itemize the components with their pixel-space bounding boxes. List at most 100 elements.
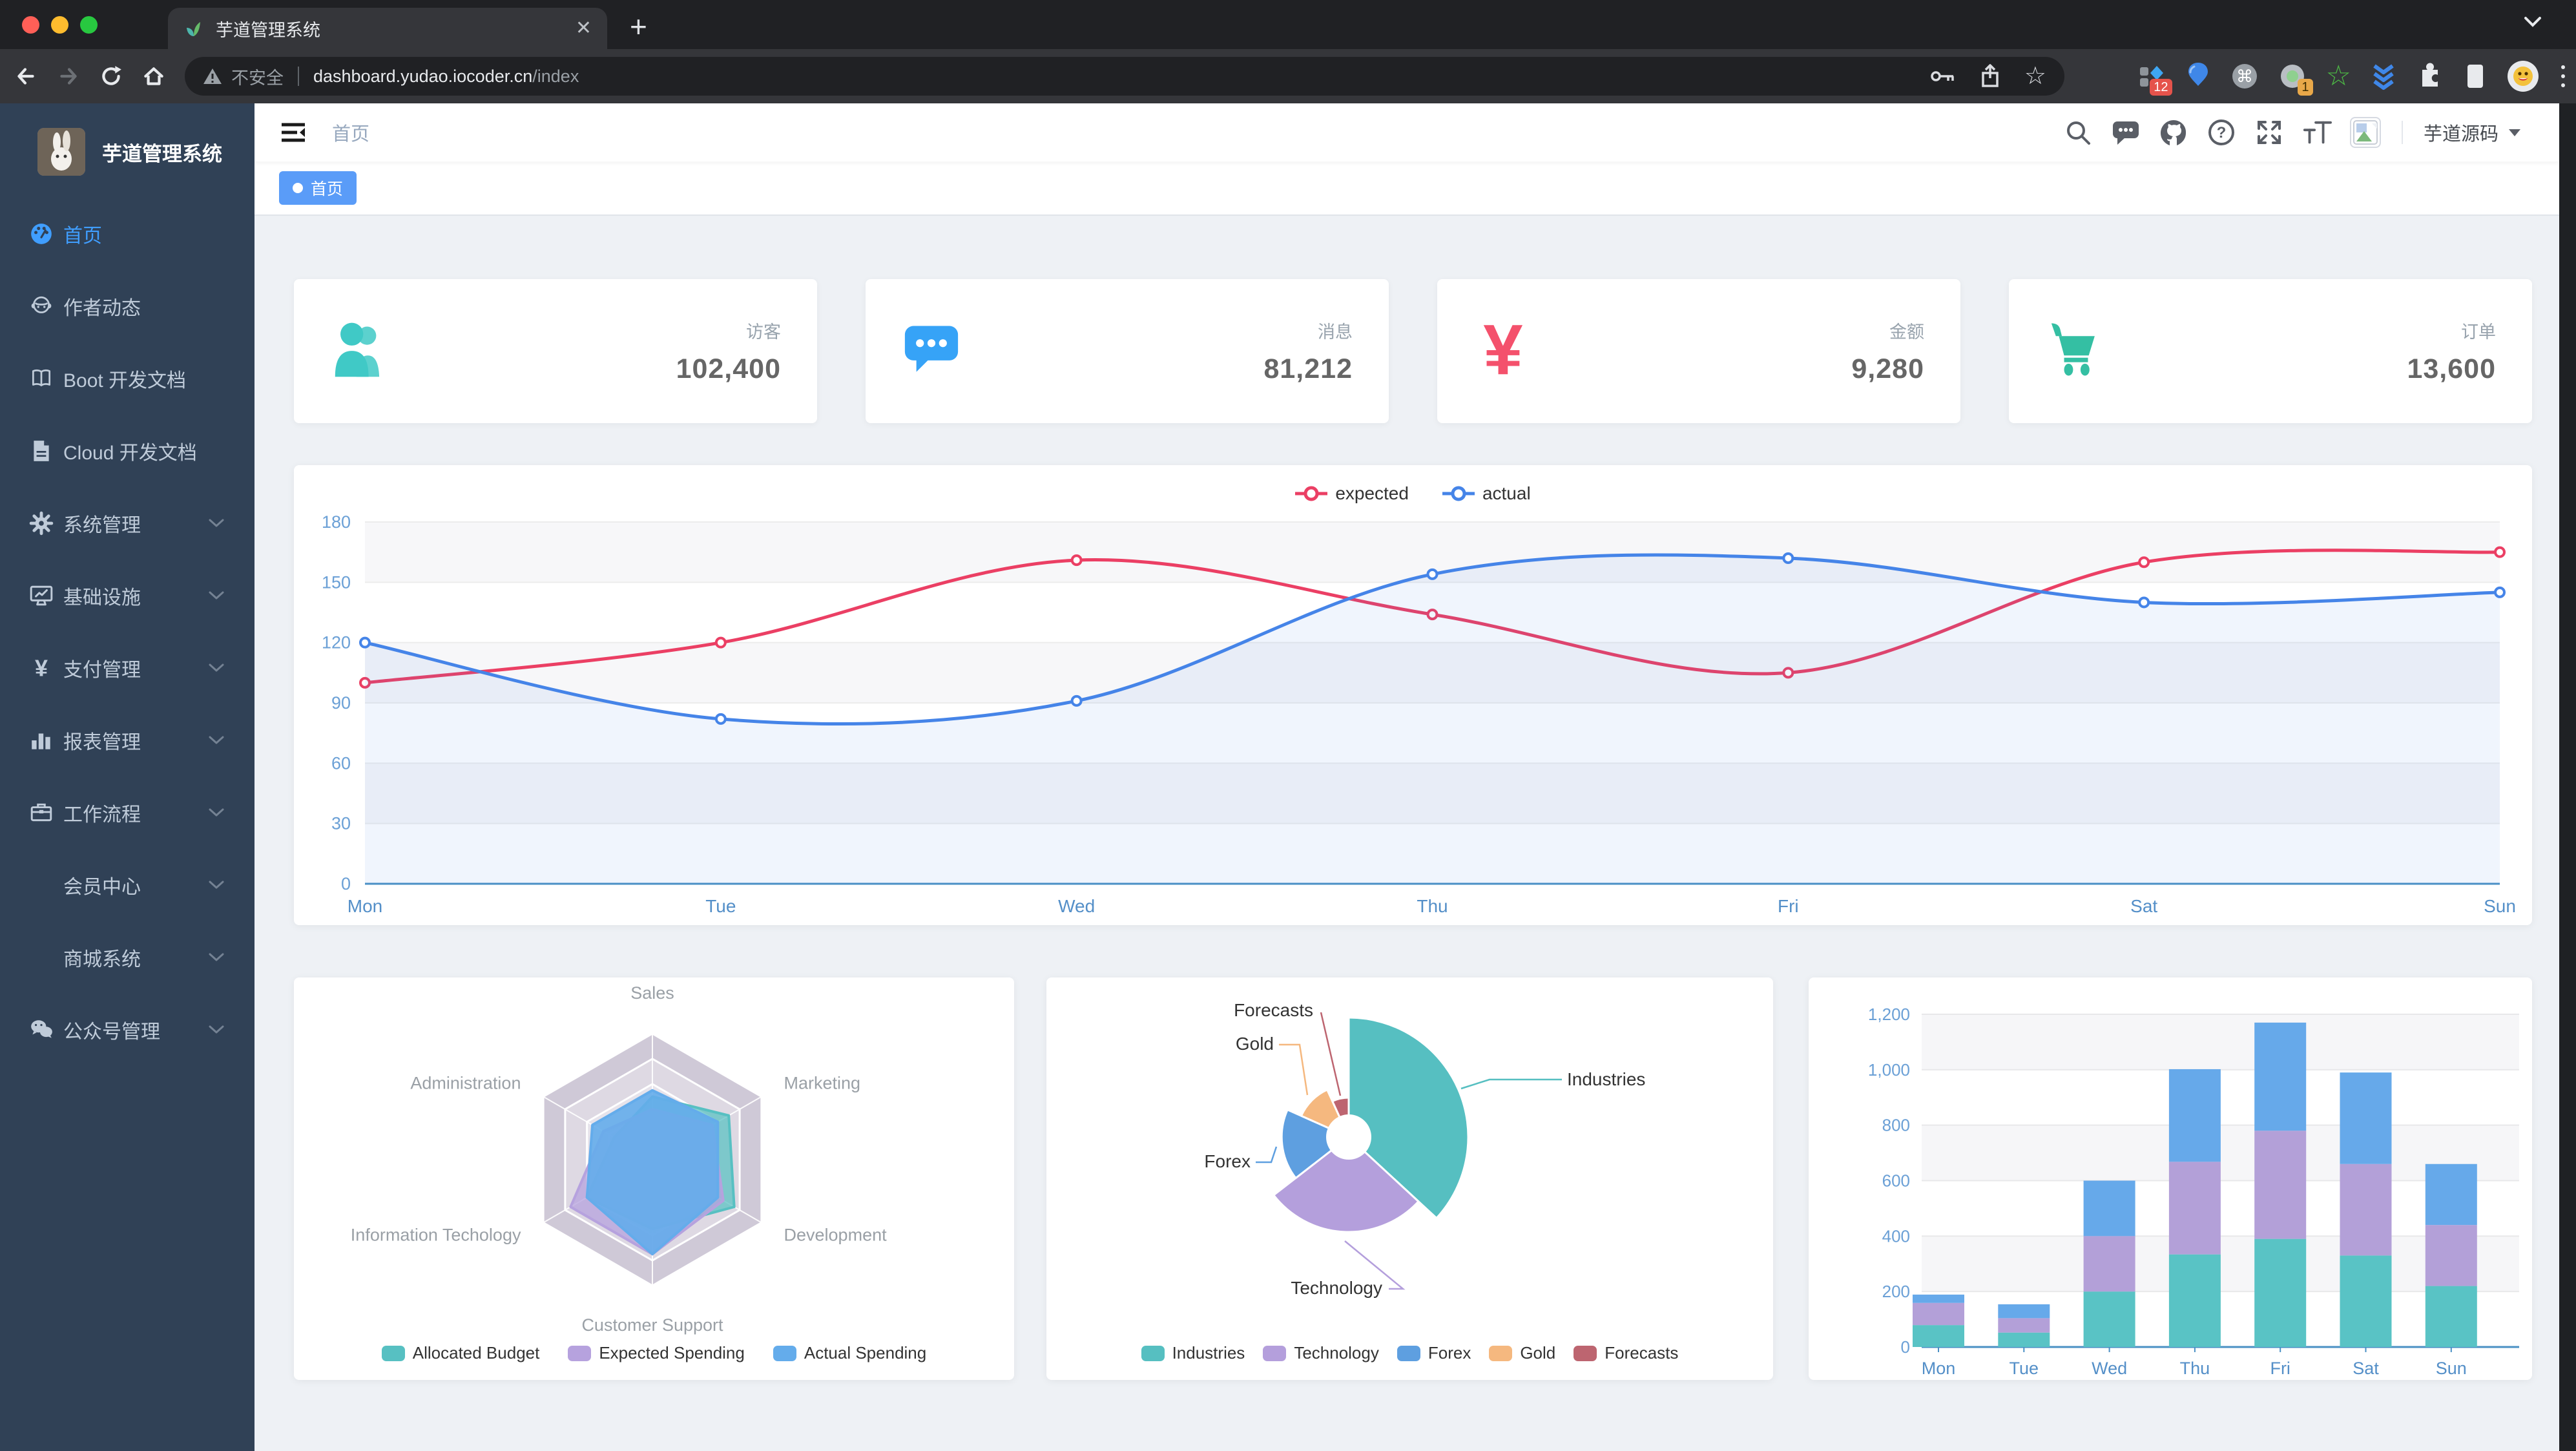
sidebar-item-label: 支付管理	[63, 660, 141, 681]
breadcrumb[interactable]: 首页	[332, 124, 370, 145]
sidebar-item-报表管理[interactable]: 报表管理	[0, 704, 254, 777]
fullscreen-icon[interactable]	[2254, 118, 2284, 147]
record-circle-icon[interactable]: 1	[2278, 62, 2313, 96]
double-chevron-icon[interactable]	[2371, 62, 2396, 90]
chevron-down-icon	[208, 590, 225, 601]
tab-search-chevron-icon[interactable]	[2522, 14, 2544, 30]
font-size-icon[interactable]	[2302, 118, 2332, 147]
radar-chart-legend: Allocated Budget Expected Spending Actual …	[294, 1343, 1014, 1363]
svg-text:Mon: Mon	[1922, 1359, 1956, 1378]
tab-close-icon[interactable]: ✕	[575, 17, 592, 39]
card-value: 9,280	[1851, 353, 1924, 384]
url-host[interactable]: dashboard.yudao.iocoder.cn	[313, 66, 533, 86]
radar-chart[interactable]: Sales Marketing Development Customer Suppor…	[294, 977, 1014, 1339]
svg-text:0: 0	[1901, 1337, 1910, 1357]
sidebar-item-Cloud 开发文档[interactable]: Cloud 开发文档	[0, 415, 254, 487]
reading-list-icon[interactable]	[2464, 62, 2487, 90]
question-icon[interactable]: ?	[2207, 118, 2236, 147]
reload-button[interactable]	[94, 59, 128, 93]
line-chart[interactable]: 0 30 60 90 120 150 180 Mon Tue Wed Thu Fri Sat Sun	[294, 465, 2532, 925]
tab-title: 芋道管理系统	[216, 20, 320, 40]
message-icon	[899, 316, 970, 387]
warning-triangle-icon[interactable]	[203, 67, 222, 85]
legend-item-Forecasts[interactable]: Forecasts	[1574, 1343, 1678, 1363]
sidebar-item-系统管理[interactable]: 系统管理	[0, 487, 254, 559]
url-path[interactable]: /index	[532, 66, 579, 86]
github-icon[interactable]	[2159, 118, 2188, 147]
sidebar-item-支付管理[interactable]: ¥ 支付管理	[0, 632, 254, 704]
pie-chart[interactable]: Industries Technology Forex Gold Forecasts	[1046, 977, 1773, 1339]
chart-icon	[28, 727, 54, 753]
legend-item-Expected Spending[interactable]: Expected Spending	[568, 1343, 745, 1363]
message-icon[interactable]	[2111, 118, 2141, 147]
minimize-window-button[interactable]	[51, 16, 68, 34]
browser-tab[interactable]: 芋道管理系统 ✕	[168, 8, 607, 49]
legend-item-Forex[interactable]: Forex	[1397, 1343, 1471, 1363]
sidebar-item-首页[interactable]: 首页	[0, 198, 254, 270]
search-icon[interactable]	[2063, 118, 2093, 147]
svg-text:Gold: Gold	[1236, 1034, 1274, 1054]
peoples-icon	[327, 316, 399, 387]
sidebar-item-基础设施[interactable]: 基础设施	[0, 559, 254, 632]
legend-item-expected[interactable]: expected	[1295, 483, 1409, 504]
stat-card-访客[interactable]: 访客 102,400	[294, 279, 817, 423]
home-button[interactable]	[137, 59, 171, 93]
bookmark-star-icon[interactable]: ☆	[2024, 63, 2046, 90]
sidebar-item-会员中心[interactable]: 会员中心	[0, 849, 254, 921]
monitor-icon	[28, 583, 54, 609]
svg-text:Sat: Sat	[2353, 1359, 2379, 1378]
legend-label: expected	[1335, 483, 1409, 503]
user-avatar[interactable]	[2349, 117, 2381, 148]
svg-text:Forex: Forex	[1204, 1151, 1251, 1171]
legend-item-actual[interactable]: actual	[1442, 483, 1531, 504]
green-star-icon[interactable]: ☆	[2325, 60, 2351, 92]
stat-card-金额[interactable]: ¥ 金额 9,280	[1437, 279, 1960, 423]
legend-item-Technology[interactable]: Technology	[1263, 1343, 1379, 1363]
legend-item-Allocated Budget[interactable]: Allocated Budget	[381, 1343, 539, 1363]
svg-text:Tue: Tue	[2010, 1359, 2039, 1378]
username-dropdown[interactable]: 芋道源码	[2424, 119, 2520, 146]
bar-chart[interactable]: 0 200 400 600 800 1,000 1,200 Mon Tue Wed Thu Fri Sa…	[1809, 977, 2532, 1380]
svg-text:0: 0	[341, 874, 351, 893]
svg-text:30: 30	[331, 814, 351, 833]
profile-avatar-icon[interactable]	[2506, 59, 2540, 93]
legend-item-Industries[interactable]: Industries	[1141, 1343, 1245, 1363]
scrollbar-track[interactable]	[2559, 103, 2576, 1451]
svg-text:Wed: Wed	[1058, 896, 1095, 916]
svg-text:?: ?	[2217, 124, 2227, 141]
sidebar-item-作者动态[interactable]: 作者动态	[0, 270, 254, 342]
logo[interactable]: 芋道管理系统	[0, 103, 254, 176]
extension-grid-icon[interactable]: 12	[2137, 62, 2172, 96]
sidebar-item-公众号管理[interactable]: 公众号管理	[0, 994, 254, 1066]
chevron-down-icon	[208, 663, 225, 673]
address-bar[interactable]: 不安全 dashboard.yudao.iocoder.cn/index ☆	[185, 57, 2064, 96]
key-icon[interactable]	[1930, 66, 1956, 87]
legend-item-Gold[interactable]: Gold	[1489, 1343, 1555, 1363]
sidebar-item-Boot 开发文档[interactable]: Boot 开发文档	[0, 342, 254, 415]
sidebar-item-商城系统[interactable]: 商城系统	[0, 921, 254, 994]
tag-label: 首页	[311, 180, 344, 198]
pie-chart-legend: Industries Technology Forex Gold Forecasts	[1046, 1343, 1773, 1363]
forward-button[interactable]	[52, 59, 85, 93]
stat-card-订单[interactable]: 订单 13,600	[2009, 279, 2532, 423]
legend-label: Forex	[1428, 1343, 1471, 1362]
sidebar-item-工作流程[interactable]: 工作流程	[0, 777, 254, 849]
svg-text:Administration: Administration	[410, 1074, 521, 1093]
close-window-button[interactable]	[22, 16, 39, 34]
puzzle-icon[interactable]	[2416, 62, 2444, 90]
tag-item[interactable]: 首页	[279, 171, 357, 205]
command-icon[interactable]: ⌘	[2230, 62, 2259, 90]
back-button[interactable]	[9, 59, 43, 93]
browser-tabstrip: 芋道管理系统 ✕ +	[0, 0, 2576, 49]
card-label: 金额	[1889, 322, 1924, 342]
zoom-window-button[interactable]	[80, 16, 98, 34]
security-label[interactable]: 不安全	[231, 68, 284, 88]
browser-menu-icon[interactable]	[2559, 62, 2567, 90]
legend-item-Actual Spending[interactable]: Actual Spending	[773, 1343, 926, 1363]
share-icon[interactable]	[1979, 64, 2001, 89]
hamburger-icon[interactable]	[278, 117, 309, 148]
balloon-icon[interactable]	[2185, 61, 2211, 91]
legend-label: Actual Spending	[804, 1343, 927, 1362]
stat-card-消息[interactable]: 消息 81,212	[866, 279, 1389, 423]
new-tab-button[interactable]: +	[630, 10, 647, 43]
